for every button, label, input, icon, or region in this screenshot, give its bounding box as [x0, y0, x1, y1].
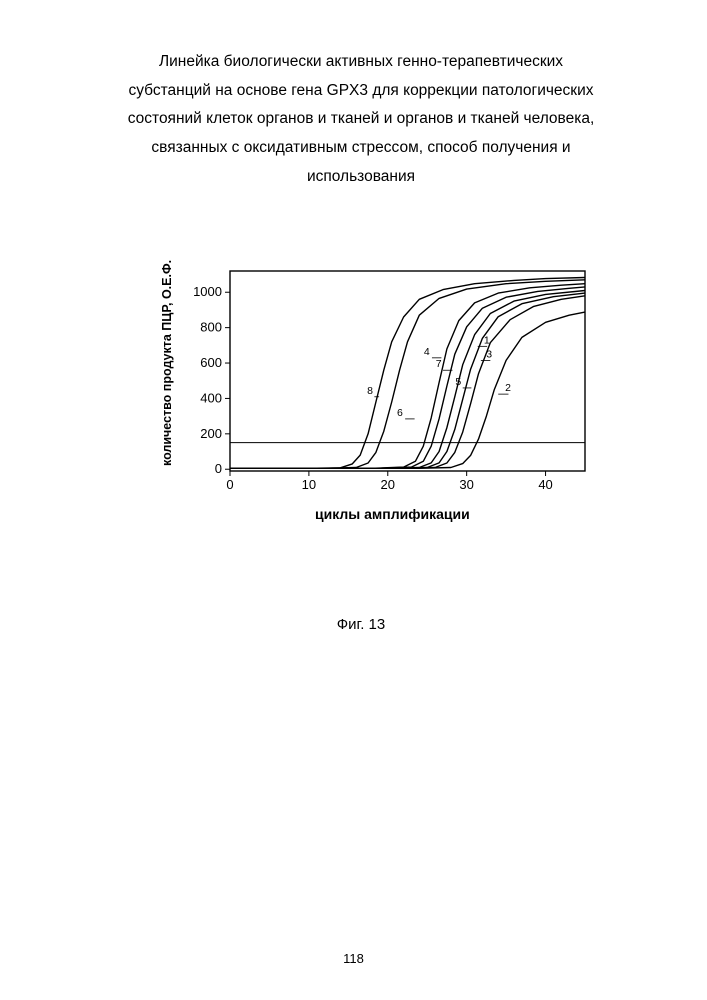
chart-plot-area: 0102030400200400600800100086475132 [175, 261, 595, 501]
amplification-curve [230, 293, 585, 468]
title-line: состояний клеток органов и тканей и орга… [100, 105, 622, 134]
curve-label: 3 [486, 349, 492, 361]
title-line: связанных с оксидативным стрессом, спосо… [100, 134, 622, 163]
amplification-curve [230, 287, 585, 468]
title-line: Линейка биологически активных генно-тера… [100, 48, 622, 77]
y-tick-label: 200 [200, 426, 222, 441]
curve-label: 2 [505, 382, 511, 394]
curve-label: 5 [455, 376, 461, 388]
y-tick-label: 600 [200, 355, 222, 370]
y-tick-label: 800 [200, 320, 222, 335]
x-tick-label: 20 [381, 477, 395, 492]
y-tick-label: 0 [215, 462, 222, 477]
y-tick-label: 1000 [193, 285, 222, 300]
y-axis-label: количество продукта ПЦР, О.Е.Ф. [160, 260, 174, 466]
page-number: 118 [0, 951, 707, 966]
pcr-amplification-chart: количество продукта ПЦР, О.Е.Ф. 01020304… [175, 261, 595, 521]
figure-caption: Фиг. 13 [95, 616, 627, 633]
y-tick-label: 400 [200, 391, 222, 406]
amplification-curve [230, 291, 585, 469]
x-tick-label: 0 [226, 477, 233, 492]
x-tick-label: 10 [302, 477, 316, 492]
curve-label: 8 [367, 385, 373, 397]
chart-svg: 0102030400200400600800100086475132 [175, 261, 595, 501]
page-root: Линейка биологически активных генно-тера… [0, 0, 707, 1000]
amplification-curve [230, 284, 585, 469]
x-tick-label: 40 [538, 477, 552, 492]
amplification-curve [230, 312, 585, 468]
curve-label: 4 [424, 346, 430, 358]
title-line: использования [100, 163, 622, 192]
title-line: субстанций на основе гена GPX3 для корре… [100, 77, 622, 106]
curve-label: 7 [436, 359, 442, 371]
x-tick-label: 30 [459, 477, 473, 492]
document-title: Линейка биологически активных генно-тера… [95, 48, 627, 191]
curve-label: 6 [397, 407, 403, 419]
x-axis-label: циклы амплификации [315, 506, 470, 522]
amplification-curve [230, 278, 585, 469]
